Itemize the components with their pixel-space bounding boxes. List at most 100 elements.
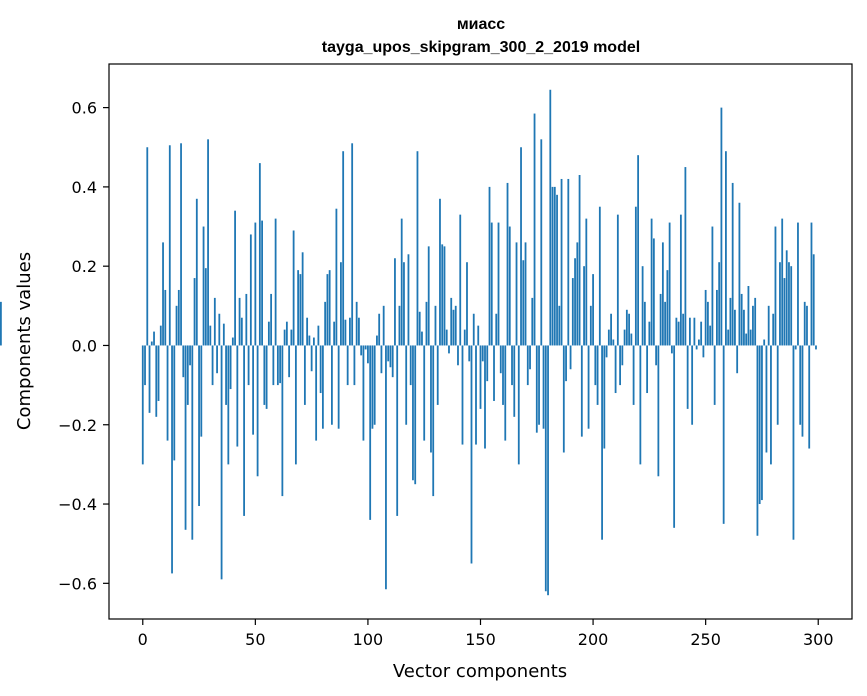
bar-60	[276, 345, 279, 386]
bar-98	[362, 345, 365, 441]
bar-280	[772, 313, 775, 346]
y-axis-label: Components values	[14, 252, 35, 430]
bar-267	[743, 309, 745, 346]
bar-135	[445, 329, 448, 346]
bar-57	[270, 293, 273, 346]
bar-61	[279, 345, 282, 384]
bar-275	[761, 345, 763, 501]
bar-136	[448, 345, 450, 354]
bar-286	[785, 250, 788, 346]
bar-28	[204, 268, 207, 346]
bar-225	[648, 321, 651, 346]
bar-100	[367, 345, 369, 364]
bar-294	[803, 301, 806, 346]
x-tick-label: 200	[578, 630, 609, 649]
bar-290	[794, 345, 797, 350]
bar-121	[414, 345, 417, 485]
bar-208	[610, 313, 612, 346]
bar-72	[303, 345, 306, 405]
bar-169	[522, 260, 525, 346]
bar-182	[551, 186, 554, 346]
bar-164	[511, 345, 513, 386]
bar-217	[630, 333, 633, 346]
bar-291	[797, 222, 799, 346]
bar-253	[711, 226, 714, 346]
bar-94	[353, 345, 356, 386]
bar-130	[434, 305, 437, 346]
y-axis-ticks: −0.6 −0.4 −0.2 0.0 0.2 0.4 0.6	[58, 99, 109, 593]
bar-92	[349, 317, 351, 346]
bar-197	[585, 218, 588, 346]
bar-66	[290, 329, 293, 346]
bar-2	[146, 147, 149, 346]
bar-14	[173, 345, 176, 461]
bar-143	[463, 329, 466, 346]
bar-112	[394, 258, 396, 346]
bar-48	[249, 234, 252, 346]
bar-293	[801, 345, 804, 437]
bar-163	[508, 226, 511, 346]
bar-202	[596, 345, 599, 405]
bar-189	[567, 178, 570, 346]
bar-44	[240, 317, 243, 346]
bar-155	[490, 222, 493, 346]
bar-279	[770, 345, 772, 465]
bar-243	[688, 317, 691, 346]
bar-17	[180, 143, 182, 346]
bar-165	[513, 345, 516, 417]
bar-109	[387, 345, 390, 362]
bar-285	[783, 278, 786, 346]
y-tick-label: −0.6	[58, 574, 97, 593]
bar-216	[628, 313, 630, 346]
bar-127	[427, 246, 430, 346]
bar-77	[315, 345, 318, 441]
bar-9	[162, 242, 164, 346]
bar-110	[389, 345, 392, 368]
bar-113	[396, 345, 399, 516]
bar-27	[202, 226, 205, 346]
bar-180	[547, 345, 549, 596]
bar-13	[171, 345, 173, 574]
bar-12	[168, 145, 171, 346]
bar-151	[481, 345, 484, 362]
bar-0	[141, 345, 144, 465]
bar-120	[412, 345, 414, 481]
bar-196	[583, 266, 585, 346]
bar-167	[517, 345, 520, 465]
bar-270	[749, 329, 752, 346]
x-tick-label: 150	[465, 630, 496, 649]
bar-166	[515, 242, 518, 346]
bar-46	[245, 293, 248, 346]
bar-179	[544, 345, 547, 592]
y-tick-label: −0.2	[58, 416, 97, 435]
bar-236	[673, 345, 676, 528]
bar-43	[238, 297, 241, 346]
bar-231	[661, 242, 664, 346]
bar-256	[718, 262, 721, 346]
bar-21	[189, 345, 191, 366]
bar-244	[691, 345, 694, 425]
bar-159	[499, 345, 502, 374]
bar-156	[493, 345, 495, 401]
bar-283	[779, 262, 781, 346]
x-tick-label: 300	[803, 630, 834, 649]
x-tick-label: 50	[245, 630, 265, 649]
bar-18	[182, 345, 185, 378]
bar-219	[634, 206, 637, 346]
bar-185	[558, 305, 561, 346]
bar-23	[193, 278, 196, 346]
bar-230	[659, 293, 662, 346]
bar-199	[589, 305, 592, 346]
bar-137	[450, 297, 453, 346]
bar-22	[191, 345, 194, 540]
bar-93	[351, 143, 354, 346]
bar-213	[621, 345, 624, 366]
bar-235	[670, 345, 673, 354]
bar-233	[666, 270, 669, 346]
bar-273	[756, 345, 759, 536]
bar-252	[709, 325, 712, 346]
x-tick-label: 250	[690, 630, 721, 649]
bar-183	[553, 186, 556, 346]
bar-209	[612, 339, 615, 346]
bar-195	[580, 345, 583, 437]
